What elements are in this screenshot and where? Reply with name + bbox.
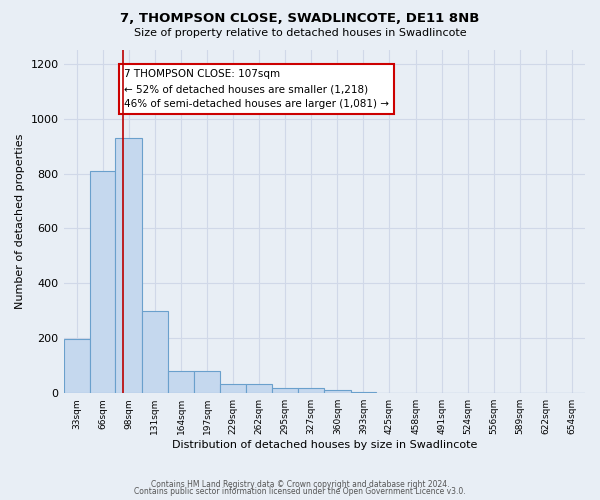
Bar (220, 384, 246, 393)
Bar (194, 371, 220, 393)
Bar (168, 371, 194, 393)
Bar (115, 138, 142, 393)
Bar (246, 384, 272, 393)
Bar (298, 388, 324, 393)
Text: 7 THOMPSON CLOSE: 107sqm
← 52% of detached houses are smaller (1,218)
46% of sem: 7 THOMPSON CLOSE: 107sqm ← 52% of detach… (124, 69, 389, 109)
Text: Size of property relative to detached houses in Swadlincote: Size of property relative to detached ho… (134, 28, 466, 38)
Bar (64, 339, 90, 393)
Bar (350, 392, 376, 393)
Bar (324, 390, 350, 393)
Bar (90, 171, 115, 393)
Bar (272, 388, 298, 393)
Text: Contains public sector information licensed under the Open Government Licence v3: Contains public sector information licen… (134, 487, 466, 496)
Bar (142, 312, 168, 393)
Text: 7, THOMPSON CLOSE, SWADLINCOTE, DE11 8NB: 7, THOMPSON CLOSE, SWADLINCOTE, DE11 8NB (121, 12, 479, 26)
Y-axis label: Number of detached properties: Number of detached properties (15, 134, 25, 310)
X-axis label: Distribution of detached houses by size in Swadlincote: Distribution of detached houses by size … (172, 440, 477, 450)
Text: Contains HM Land Registry data © Crown copyright and database right 2024.: Contains HM Land Registry data © Crown c… (151, 480, 449, 489)
